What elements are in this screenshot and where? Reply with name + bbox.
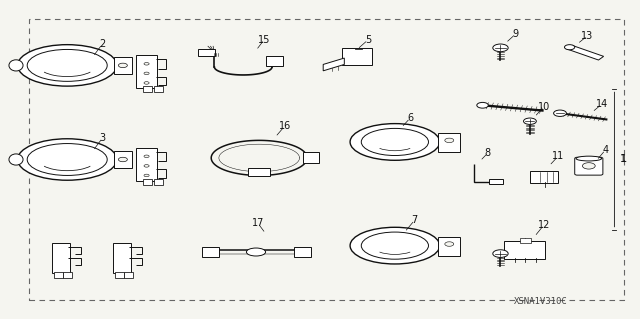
FancyBboxPatch shape (63, 272, 72, 278)
Circle shape (144, 72, 149, 75)
FancyBboxPatch shape (202, 247, 219, 257)
FancyBboxPatch shape (520, 238, 531, 243)
Circle shape (582, 163, 595, 169)
Text: 3: 3 (99, 133, 106, 143)
Ellipse shape (361, 128, 429, 155)
Ellipse shape (350, 227, 440, 264)
Circle shape (144, 155, 149, 158)
Circle shape (118, 63, 127, 68)
Text: 5: 5 (365, 35, 371, 45)
FancyBboxPatch shape (154, 86, 163, 92)
Text: 14: 14 (595, 99, 608, 109)
Text: 10: 10 (538, 101, 550, 112)
Text: 8: 8 (484, 148, 491, 158)
Text: 4: 4 (602, 145, 609, 155)
Ellipse shape (18, 45, 117, 86)
Circle shape (118, 157, 127, 162)
FancyBboxPatch shape (143, 179, 152, 185)
FancyBboxPatch shape (114, 57, 132, 74)
Text: 2: 2 (99, 39, 106, 49)
Text: 12: 12 (538, 220, 550, 230)
Text: XSNA1V310C: XSNA1V310C (514, 297, 568, 306)
Polygon shape (567, 45, 604, 60)
Circle shape (144, 174, 149, 177)
Ellipse shape (28, 144, 108, 175)
FancyBboxPatch shape (54, 272, 63, 278)
Circle shape (144, 82, 149, 84)
Ellipse shape (350, 123, 440, 160)
Polygon shape (323, 58, 344, 71)
FancyBboxPatch shape (198, 49, 215, 56)
Text: 7: 7 (412, 215, 418, 225)
FancyBboxPatch shape (266, 56, 283, 66)
Text: 1: 1 (621, 154, 627, 165)
Ellipse shape (576, 156, 602, 161)
Text: 11: 11 (552, 151, 564, 161)
Text: 15: 15 (258, 34, 271, 45)
Ellipse shape (9, 154, 23, 165)
FancyBboxPatch shape (504, 241, 545, 259)
Circle shape (144, 63, 149, 65)
FancyBboxPatch shape (136, 148, 157, 181)
FancyBboxPatch shape (52, 243, 70, 273)
FancyBboxPatch shape (438, 237, 460, 256)
Ellipse shape (246, 248, 266, 256)
Circle shape (554, 110, 566, 116)
Ellipse shape (361, 232, 429, 259)
Ellipse shape (18, 139, 117, 180)
FancyBboxPatch shape (438, 133, 460, 152)
FancyBboxPatch shape (114, 151, 132, 168)
FancyBboxPatch shape (489, 179, 503, 184)
FancyBboxPatch shape (303, 152, 319, 163)
Circle shape (445, 242, 454, 246)
Text: 1: 1 (620, 154, 627, 165)
FancyBboxPatch shape (136, 55, 157, 88)
Circle shape (445, 138, 454, 143)
Text: 16: 16 (278, 121, 291, 131)
Ellipse shape (28, 49, 108, 81)
Circle shape (493, 250, 508, 257)
Text: 17: 17 (252, 218, 264, 228)
FancyBboxPatch shape (342, 48, 372, 65)
Text: 13: 13 (581, 31, 594, 41)
FancyBboxPatch shape (124, 272, 133, 278)
FancyBboxPatch shape (248, 168, 270, 176)
Circle shape (524, 118, 536, 124)
Bar (29, 19, 624, 300)
FancyBboxPatch shape (154, 179, 163, 185)
FancyBboxPatch shape (113, 243, 131, 273)
FancyBboxPatch shape (143, 86, 152, 92)
Circle shape (493, 44, 508, 52)
Ellipse shape (9, 60, 23, 71)
FancyBboxPatch shape (530, 171, 558, 183)
Circle shape (564, 45, 575, 50)
Circle shape (144, 165, 149, 167)
Text: 6: 6 (407, 113, 413, 123)
Circle shape (477, 102, 488, 108)
FancyBboxPatch shape (575, 157, 603, 175)
FancyBboxPatch shape (294, 247, 311, 257)
Text: 9: 9 (513, 29, 519, 39)
FancyBboxPatch shape (115, 272, 124, 278)
